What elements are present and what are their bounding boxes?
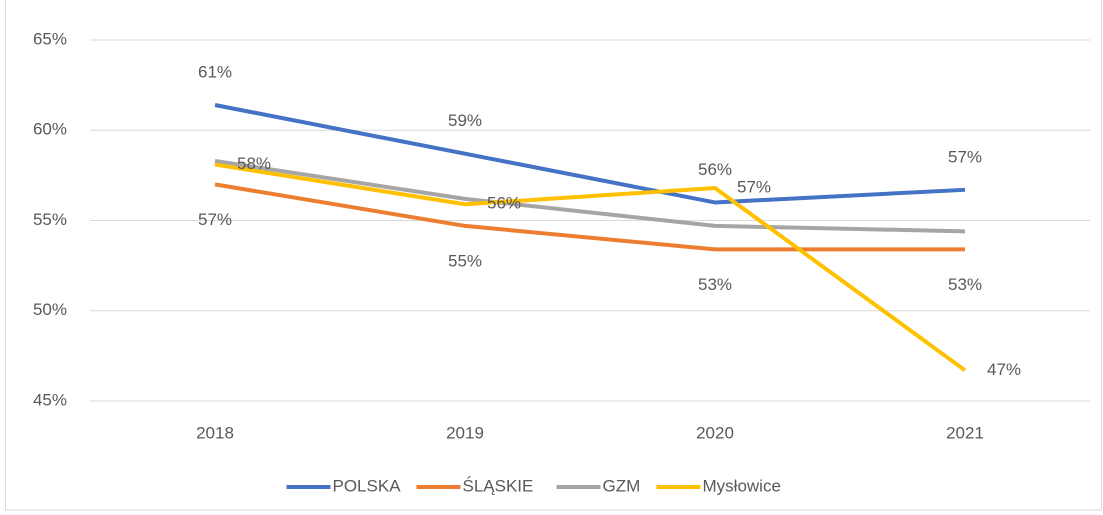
y-tick-label: 50%: [33, 300, 67, 319]
data-label: 55%: [448, 251, 482, 270]
data-label: 59%: [448, 111, 482, 130]
x-tick-label: 2021: [946, 423, 984, 442]
data-label: 57%: [948, 147, 982, 166]
series-line: [214, 158, 966, 234]
data-label: 57%: [737, 177, 771, 196]
legend-label: POLSKA: [333, 476, 402, 495]
chart-border: [5, 0, 1102, 511]
y-tick-label: 45%: [33, 390, 67, 409]
y-tick-label: 60%: [33, 120, 67, 139]
data-label: 61%: [198, 62, 232, 81]
legend-label: ŚLĄSKIE: [463, 476, 534, 495]
series-line: [214, 182, 965, 252]
data-label: 47%: [987, 360, 1021, 379]
data-label: 53%: [948, 275, 982, 294]
series-line: [214, 162, 967, 372]
data-label: 56%: [487, 194, 521, 213]
data-label: 57%: [198, 210, 232, 229]
x-tick-label: 2018: [196, 423, 234, 442]
x-tick-label: 2019: [446, 423, 484, 442]
legend-label: GZM: [603, 476, 641, 495]
legend-label: Mysłowice: [703, 476, 781, 495]
data-label: 58%: [237, 154, 271, 173]
data-label: 53%: [698, 275, 732, 294]
series-line: [214, 103, 966, 205]
y-tick-label: 55%: [33, 210, 67, 229]
x-tick-label: 2020: [696, 423, 734, 442]
y-tick-label: 65%: [33, 29, 67, 48]
data-label: 56%: [698, 160, 732, 179]
